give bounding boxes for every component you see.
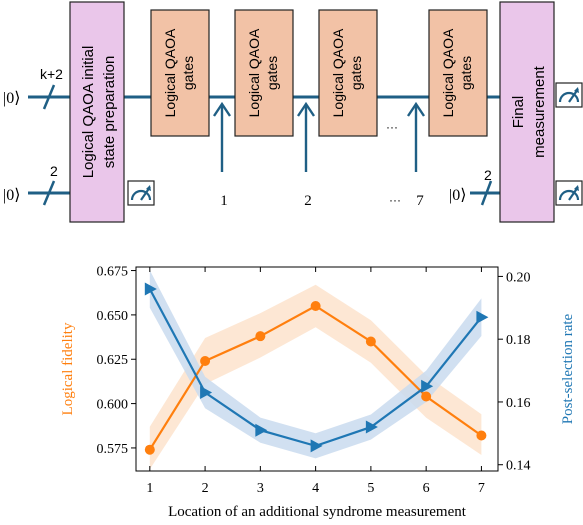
postselection-point — [421, 379, 434, 393]
right-axis-ticks: 0.14 0.16 0.18 0.20 — [498, 270, 531, 474]
postselection-point — [476, 310, 489, 324]
arrow-head — [297, 101, 315, 117]
left-y-tick-label: 0.575 — [97, 442, 129, 457]
gate-label-line2: gates — [264, 56, 280, 90]
x-tick-label: 6 — [423, 481, 430, 496]
qaoa-gate-block: Logical QAOA gates — [150, 9, 210, 137]
meter-icon — [555, 180, 583, 206]
gate-label-line2: gates — [348, 56, 364, 90]
qaoa-gate-box — [428, 9, 488, 137]
qaoa-gates: Logical QAOA gates Logical QAOA gates Logica… — [150, 9, 488, 137]
x-tick-label: 7 — [478, 481, 485, 496]
fidelity-band — [149, 284, 482, 470]
right-y-tick-label: 0.18 — [506, 333, 531, 348]
fidelity-point — [421, 391, 432, 402]
top-ket-label: |0⟩ — [3, 90, 20, 107]
ancilla-bus-slash — [480, 180, 493, 206]
qaoa-gate-box — [318, 9, 378, 137]
prep-label-line2: state preparation — [101, 56, 118, 169]
left-axis-ticks: 0.575 0.600 0.625 0.650 0.675 — [97, 265, 136, 457]
fidelity-point — [476, 430, 487, 441]
syndrome-insertion-arrow: 1 — [213, 101, 231, 209]
series-markers — [144, 282, 489, 455]
gate-label-line2: gates — [458, 56, 474, 90]
syndrome-slots: 1 2 7 — [213, 101, 425, 209]
left-axis-label: Logical fidelity — [60, 322, 76, 415]
top-bus-count: k+2 — [40, 66, 63, 82]
arrow-head — [213, 101, 231, 117]
syndrome-insertion-arrow: 7 — [407, 101, 425, 209]
meter-icon — [127, 180, 155, 206]
arrow-head — [407, 101, 425, 117]
syndrome-insertion-arrow: 2 — [297, 101, 315, 209]
right-y-tick-label: 0.20 — [506, 270, 531, 285]
state-preparation-box — [69, 1, 125, 223]
x-tick-label: 1 — [146, 481, 153, 496]
ancilla-bus-count: 2 — [484, 167, 492, 183]
slot-label: 2 — [304, 193, 312, 209]
gate-label-line1: Logical QAOA — [246, 28, 262, 117]
gate-label-line1: Logical QAOA — [330, 28, 346, 117]
x-tick-label: 3 — [257, 481, 264, 496]
slot-ellipsis: ··· — [389, 193, 401, 207]
qaoa-gate-box — [234, 9, 294, 137]
fidelity-point — [365, 336, 376, 347]
left-y-tick-label: 0.600 — [97, 398, 129, 413]
left-y-tick-label: 0.625 — [97, 353, 129, 368]
top-bus-slash — [42, 84, 56, 110]
x-axis-ticks: 1 2 3 4 5 6 7 — [146, 267, 485, 496]
qaoa-gate-block: Logical QAOA gates — [428, 9, 488, 137]
bottom-bus-slash — [42, 180, 56, 206]
postselection-point — [144, 282, 157, 296]
x-tick-label: 2 — [202, 481, 209, 496]
postselection-point — [200, 386, 213, 400]
gate-label-line2: gates — [180, 56, 196, 90]
final-label-line2: measurement — [531, 65, 548, 158]
postselection-point — [310, 439, 323, 453]
qaoa-gate-box — [150, 9, 210, 137]
slot-label: 1 — [220, 193, 228, 209]
final-measurement-box — [499, 1, 555, 223]
postselection-point — [365, 420, 378, 434]
gate-label-line1: Logical QAOA — [440, 28, 456, 117]
gate-ellipsis: ··· — [386, 120, 398, 134]
left-y-tick-label: 0.675 — [97, 265, 129, 280]
right-y-tick-label: 0.16 — [506, 396, 531, 411]
circuit-diagram: |0⟩ |0⟩ k+2 2 Logical QAOA initial state… — [3, 1, 583, 223]
meter-icon — [555, 82, 583, 108]
bottom-ket-label: |0⟩ — [3, 187, 20, 204]
fidelity-point — [200, 356, 211, 367]
x-tick-label: 4 — [312, 481, 319, 496]
right-y-tick-label: 0.14 — [506, 459, 531, 474]
plot-frame — [135, 266, 499, 472]
prep-label-line1: Logical QAOA initial — [80, 46, 97, 179]
postselection-point — [255, 423, 268, 437]
x-tick-label: 5 — [367, 481, 374, 496]
left-y-tick-label: 0.650 — [97, 309, 129, 324]
gate-label-line1: Logical QAOA — [162, 28, 178, 117]
qaoa-gate-block: Logical QAOA gates — [318, 9, 378, 137]
x-axis-label: Location of an additional syndrome measu… — [168, 504, 467, 520]
bottom-bus-count: 2 — [50, 163, 58, 179]
qaoa-gate-block: Logical QAOA gates — [234, 9, 294, 137]
fidelity-point — [255, 331, 266, 342]
right-axis-label: Post-selection rate — [560, 313, 576, 424]
final-label-line1: Final — [510, 96, 527, 129]
fidelity-point — [144, 444, 155, 455]
fidelity-point — [310, 301, 321, 312]
ancilla-ket-label: |0⟩ — [449, 187, 466, 204]
slot-label: 7 — [416, 193, 424, 209]
